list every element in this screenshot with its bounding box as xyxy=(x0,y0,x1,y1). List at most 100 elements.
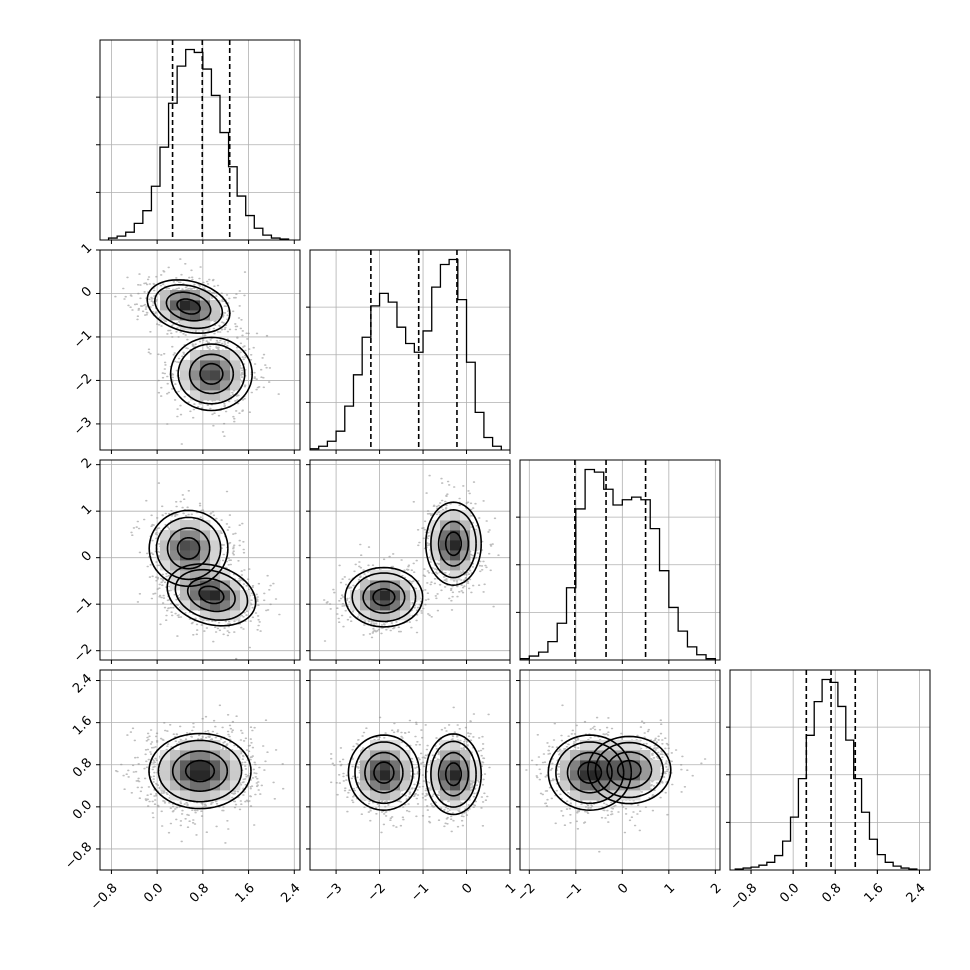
density-cell xyxy=(200,310,211,321)
contour-line xyxy=(430,508,477,579)
density-cell xyxy=(190,740,201,751)
x-tick-label: 2.4 xyxy=(278,881,303,906)
contour-line xyxy=(146,279,231,335)
density-cell xyxy=(200,560,211,571)
density-cell xyxy=(390,790,401,801)
density-cell xyxy=(180,360,191,371)
x-tick-label: 2.4 xyxy=(904,881,929,906)
contour-line xyxy=(169,336,253,412)
density-cell xyxy=(230,380,241,391)
contour-line xyxy=(586,735,672,805)
density-cell xyxy=(460,520,471,531)
density-cell xyxy=(630,780,641,791)
density-cell xyxy=(200,540,211,551)
density-cell xyxy=(450,750,461,761)
density-cell xyxy=(370,580,381,591)
density-cell xyxy=(370,590,381,601)
contour-line xyxy=(157,739,243,803)
density-cell xyxy=(190,780,201,791)
contour-line xyxy=(148,509,229,588)
density-cell xyxy=(200,580,211,591)
contour-line xyxy=(424,501,482,587)
x-tick-label: 1 xyxy=(662,881,678,897)
density-cell xyxy=(170,770,181,781)
density-cell xyxy=(200,750,211,761)
density-cell xyxy=(440,760,451,771)
density-cell xyxy=(200,590,211,601)
contour-line xyxy=(594,741,664,799)
density-cell xyxy=(450,510,461,521)
density-cell xyxy=(570,790,581,801)
density-cell xyxy=(190,770,201,781)
y-tick-label: −2 xyxy=(71,371,95,395)
density-cell xyxy=(160,290,171,301)
density-cell xyxy=(620,780,631,791)
panel-frame xyxy=(99,669,301,871)
density-cell xyxy=(190,530,201,541)
density-cell xyxy=(360,580,371,591)
density-cell xyxy=(620,750,631,761)
y-tick-label: −0.8 xyxy=(62,840,95,873)
x-tick-label: 0.8 xyxy=(819,881,844,906)
density-cell xyxy=(180,320,191,331)
contour-line xyxy=(186,577,236,613)
density-cell xyxy=(170,570,181,581)
density-cell xyxy=(180,310,191,321)
density-cell xyxy=(180,300,191,311)
density-cell xyxy=(360,590,371,601)
scatter-panel-5 xyxy=(516,669,721,871)
density-cell xyxy=(450,570,461,581)
scatter-panel-4 xyxy=(306,669,511,871)
density-cell xyxy=(370,600,381,611)
density-cell xyxy=(210,780,221,791)
density-cell xyxy=(620,760,631,771)
panel-frame xyxy=(99,459,301,661)
density-cell xyxy=(180,780,191,791)
y-tick-label: 1 xyxy=(79,241,95,257)
density-cell xyxy=(180,770,191,781)
histogram-panel-0 xyxy=(96,39,301,244)
density-cell xyxy=(190,560,201,571)
density-cell xyxy=(400,580,411,591)
density-cell xyxy=(190,590,201,601)
density-cell xyxy=(160,780,171,791)
density-cell xyxy=(440,530,451,541)
density-cell xyxy=(190,570,201,581)
density-cell xyxy=(400,760,411,771)
density-cell xyxy=(470,540,481,551)
density-cell xyxy=(560,770,571,781)
density-cell xyxy=(180,540,191,551)
density-cell xyxy=(200,320,211,331)
y-tick-label: 2.4 xyxy=(70,671,95,696)
density-cell xyxy=(190,550,201,561)
density-cell xyxy=(450,770,461,781)
density-cell xyxy=(390,780,401,791)
density-cell xyxy=(180,370,191,381)
histogram-step xyxy=(520,468,716,660)
density-cell xyxy=(650,770,661,781)
contour-line xyxy=(148,732,252,810)
density-cell xyxy=(350,590,361,601)
density-cell xyxy=(630,760,641,771)
density-cell xyxy=(190,600,201,611)
density-cell xyxy=(210,790,221,801)
density-cell xyxy=(170,290,181,301)
panel-frame xyxy=(309,459,511,661)
density-cell xyxy=(190,520,201,531)
y-tick-label: 0.8 xyxy=(70,755,95,780)
density-cell xyxy=(380,790,391,801)
density-cell xyxy=(160,300,171,311)
density-cell xyxy=(390,610,401,621)
x-tick-label: −3 xyxy=(321,881,345,905)
density-cell xyxy=(370,610,381,621)
density-cell xyxy=(440,550,451,561)
density-cell xyxy=(160,310,171,321)
density-cell xyxy=(220,610,231,621)
density-cell xyxy=(160,550,171,561)
contour-line xyxy=(424,733,482,816)
density-cell xyxy=(180,740,191,751)
density-cell xyxy=(600,750,611,761)
density-cell xyxy=(190,360,201,371)
density-cell xyxy=(390,770,401,781)
histogram-panel-1 xyxy=(306,249,511,454)
